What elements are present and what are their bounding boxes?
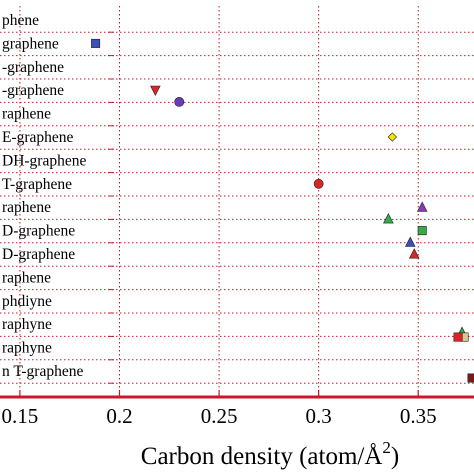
category-label: raphyne bbox=[2, 340, 52, 357]
data-points bbox=[91, 38, 474, 383]
category-label: phene bbox=[2, 12, 39, 29]
data-point-square bbox=[417, 226, 427, 236]
x-tick-label: 0.25 bbox=[201, 404, 238, 428]
category-label: D-graphene bbox=[2, 246, 75, 263]
category-labels: phene graphene -graphene -graphene raphene E-… bbox=[2, 12, 86, 380]
data-point-triangle-up bbox=[404, 236, 416, 247]
data-point-triangle-up bbox=[408, 248, 420, 259]
x-axis: 0.15 0.2 0.25 0.3 0.35 bbox=[0, 390, 474, 428]
category-label: D-graphene bbox=[2, 223, 75, 240]
data-point-diamond bbox=[387, 132, 397, 142]
x-tick-label: 0.3 bbox=[306, 404, 332, 428]
category-label: DH-graphene bbox=[2, 152, 86, 169]
category-label: graphene bbox=[2, 35, 59, 52]
category-label: -graphene bbox=[2, 59, 64, 76]
x-tick-label: 0.15 bbox=[2, 404, 39, 428]
category-label: -graphene bbox=[2, 82, 64, 99]
x-tick-label: 0.2 bbox=[106, 404, 132, 428]
data-point-square bbox=[453, 332, 463, 342]
data-point-triangle-up bbox=[383, 213, 394, 224]
x-tick-label: 0.35 bbox=[400, 404, 437, 428]
data-point-circle bbox=[313, 178, 324, 189]
data-point-circle bbox=[174, 97, 185, 107]
category-label: E-graphene bbox=[2, 129, 74, 146]
data-point-square bbox=[467, 373, 474, 383]
category-label: T-graphene bbox=[2, 176, 72, 193]
category-label: raphene bbox=[2, 106, 51, 123]
category-label: phdiyne bbox=[2, 293, 52, 310]
category-label: n T-graphene bbox=[2, 363, 83, 380]
category-label: raphene bbox=[2, 269, 51, 286]
x-axis-title: Carbon density (atom/Å2) bbox=[141, 438, 399, 470]
data-point-square bbox=[91, 38, 101, 48]
data-point-triangle-down bbox=[150, 85, 161, 97]
category-label: raphyne bbox=[2, 316, 52, 333]
grid-lines bbox=[0, 6, 474, 397]
category-label: raphene bbox=[2, 199, 51, 216]
data-point-triangle-up bbox=[416, 201, 428, 212]
